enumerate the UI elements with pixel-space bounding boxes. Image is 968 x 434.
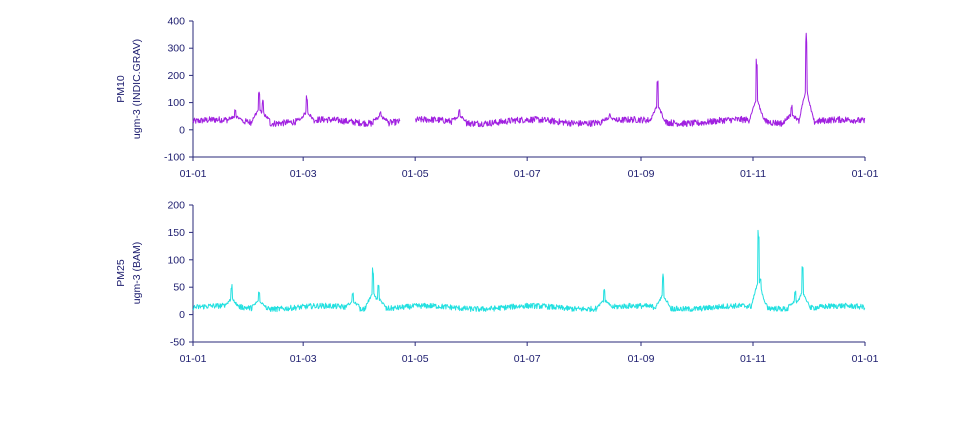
y-tick-label: 50 — [173, 282, 185, 294]
y-tick-label: 200 — [167, 200, 185, 212]
y-tick-label: 0 — [179, 309, 185, 321]
x-tick-label: 01-01 — [852, 168, 879, 180]
y-tick-label: -50 — [170, 337, 185, 349]
pm10-panel: PM10 ugm-3 (INDIC.GRAV) 400 300 200 100 0 -10… — [115, 16, 879, 181]
y-tick-label: 0 — [179, 124, 185, 136]
pm10-ylabel: PM10 — [115, 75, 127, 103]
x-tick-label: 01-03 — [290, 353, 317, 365]
x-tick-label: 01-05 — [402, 353, 429, 365]
x-tick-label: 01-05 — [402, 168, 429, 180]
x-tick-label: 01-03 — [290, 168, 317, 180]
y-tick-label: 300 — [167, 43, 185, 55]
pm25-ylabel: PM25 — [115, 259, 127, 287]
x-tick-label: 01-07 — [514, 353, 541, 365]
x-tick-label: 01-01 — [852, 353, 879, 365]
x-tick-label: 01-11 — [740, 168, 766, 180]
pm10-ylabel-units: ugm-3 (INDIC.GRAV) — [131, 39, 143, 139]
x-tick-label: 01-07 — [514, 168, 541, 180]
y-tick-label: 100 — [167, 254, 185, 266]
y-tick-label: 150 — [167, 227, 185, 239]
pm10-series-line — [192, 32, 866, 128]
x-tick-label: 01-01 — [180, 353, 207, 365]
y-tick-label: 200 — [167, 70, 185, 82]
x-tick-label: 01-09 — [628, 168, 655, 180]
pm25-panel: PM25 ugm-3 (BAM) 200 150 100 50 0 -50 01-01 01… — [115, 200, 879, 366]
y-tick-label: -100 — [164, 152, 185, 164]
y-tick-label: 100 — [167, 97, 185, 109]
x-tick-label: 01-01 — [180, 168, 207, 180]
y-tick-label: 400 — [167, 16, 185, 28]
x-tick-label: 01-11 — [740, 353, 766, 365]
x-tick-label: 01-09 — [628, 353, 655, 365]
pm25-series-line — [192, 229, 866, 313]
pm25-ylabel-units: ugm-3 (BAM) — [131, 242, 143, 304]
